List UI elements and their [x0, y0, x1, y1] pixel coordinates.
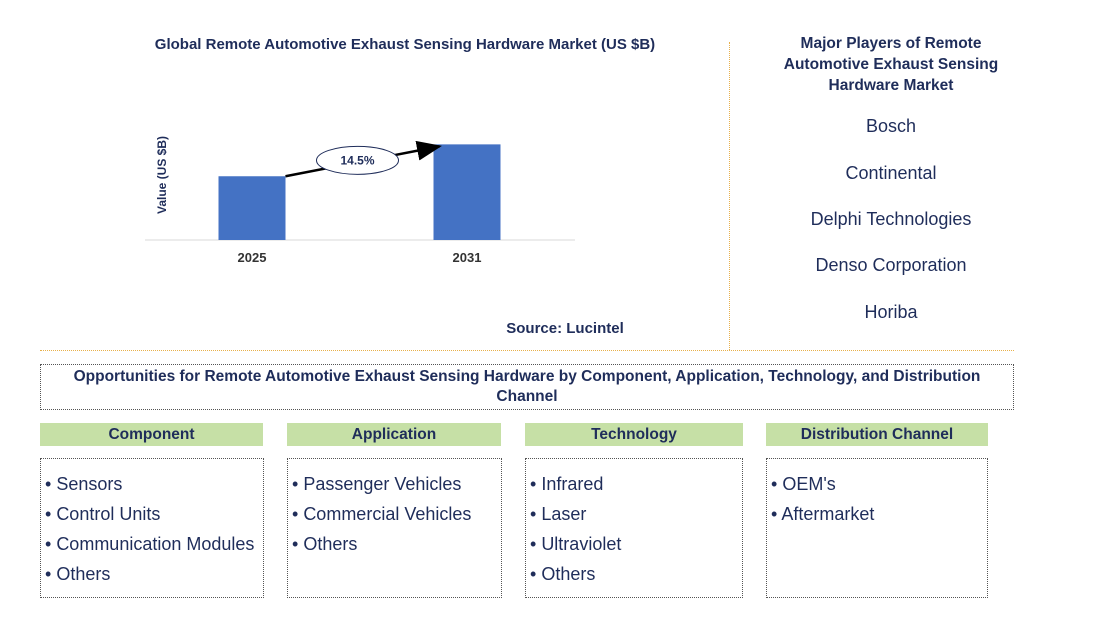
category-heading-application: Application: [287, 423, 501, 446]
list-item: Infrared: [530, 469, 742, 499]
bar-2025: [218, 176, 286, 240]
list-item: Commercial Vehicles: [292, 499, 501, 529]
category-heading-technology: Technology: [525, 423, 743, 446]
y-axis-label: Value (US $B): [155, 136, 169, 214]
list-item: Others: [45, 559, 263, 589]
x-tick-label: 2025: [238, 250, 267, 265]
category-list-technology: Infrared Laser Ultraviolet Others: [525, 458, 743, 598]
category-list-application: Passenger Vehicles Commercial Vehicles O…: [287, 458, 502, 598]
bar-chart: Value (US $B) 2025 2031 14.5%: [145, 136, 575, 265]
list-item: Sensors: [45, 469, 263, 499]
list-item: OEM's: [771, 469, 987, 499]
players-title: Major Players of Remote Automotive Exhau…: [783, 35, 999, 94]
vertical-divider: [729, 42, 730, 350]
category-list-component: Sensors Control Units Communication Modu…: [40, 458, 264, 598]
player-item: Continental: [845, 163, 937, 183]
list-item: Aftermarket: [771, 499, 987, 529]
category-heading-component: Component: [40, 423, 263, 446]
x-tick-label: 2031: [453, 250, 482, 265]
list-item: Others: [530, 559, 742, 589]
category-list-distribution-channel: OEM's Aftermarket: [766, 458, 988, 598]
player-item: Bosch: [865, 116, 917, 136]
player-item: Horiba: [864, 302, 918, 322]
cagr-bubble: [316, 145, 399, 175]
player-item: Delphi Technologies: [810, 209, 972, 229]
cagr-label: 14.5%: [340, 153, 374, 167]
list-item: Passenger Vehicles: [292, 469, 501, 499]
list-item: Communication Modules: [45, 529, 263, 559]
opportunities-title: Opportunities for Remote Automotive Exha…: [40, 364, 1014, 410]
horizontal-divider: [40, 350, 1014, 351]
list-item: Ultraviolet: [530, 529, 742, 559]
bar-2031: [433, 144, 501, 240]
category-heading-distribution-channel: Distribution Channel: [766, 423, 988, 446]
chart-title: Global Remote Automotive Exhaust Sensing…: [154, 36, 656, 53]
list-item: Laser: [530, 499, 742, 529]
list-item: Others: [292, 529, 501, 559]
list-item: Control Units: [45, 499, 263, 529]
player-item: Denso Corporation: [815, 255, 967, 275]
source-note: Source: Lucintel: [506, 320, 624, 337]
